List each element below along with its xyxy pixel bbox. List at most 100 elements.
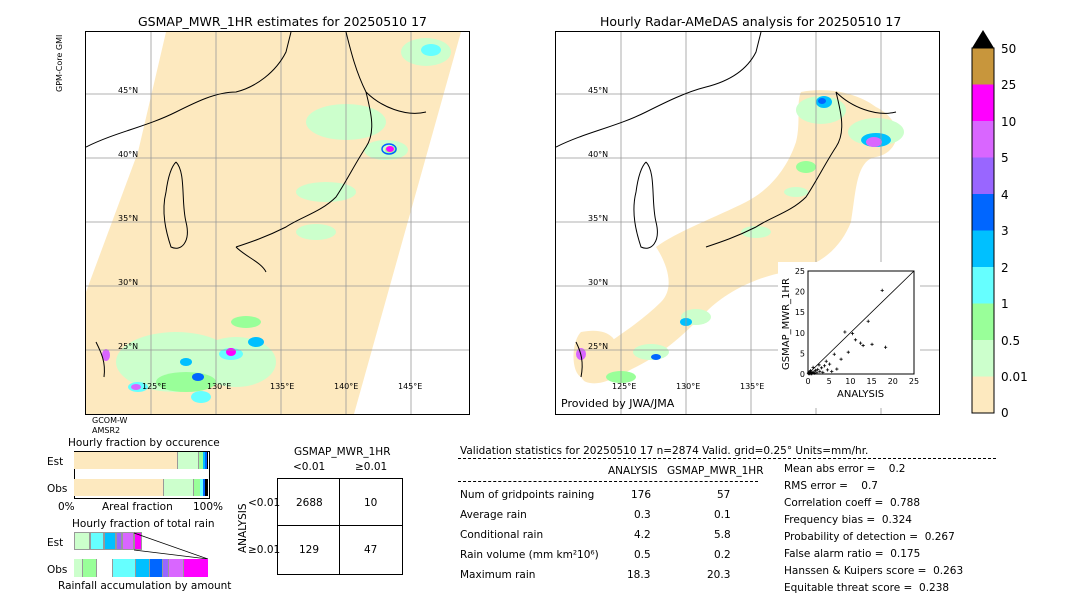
- validation-header: Validation statistics for 20250510 17 n=…: [460, 445, 869, 457]
- colorbar-label: 1: [1001, 297, 1009, 311]
- left-lat-label: 35°N: [118, 214, 139, 223]
- left-lat-label: 25°N: [118, 342, 139, 351]
- scatter-point: [883, 345, 888, 349]
- left-map: [85, 31, 470, 415]
- right-lat-label: 30°N: [588, 278, 609, 287]
- occurrence-obs-bar: [74, 479, 208, 496]
- colorbar-frame: [971, 47, 995, 414]
- scatter-point: [866, 319, 870, 323]
- scatter-point: [822, 364, 827, 368]
- scatter-point: [861, 343, 865, 348]
- scatter-point: [870, 342, 874, 346]
- left-map-canvas: [86, 32, 469, 414]
- scatter-xlabel: ANALYSIS: [837, 389, 885, 400]
- contingency-cell: 129: [299, 544, 320, 556]
- score-line: Equitable threat score = 0.238: [784, 582, 950, 594]
- colorbar-segment: [972, 376, 994, 413]
- left-lon-label: 125°E: [142, 382, 167, 391]
- left-map-sensor-bottom-1: GCOM-W: [92, 416, 128, 425]
- colorbar-label: 50: [1001, 42, 1017, 56]
- colorbar-segment: [972, 194, 994, 231]
- occurrence-est-bar: [74, 452, 208, 469]
- colorbar-segment: [972, 84, 994, 121]
- scatter-point: [815, 371, 819, 375]
- scatter-x-tick: 20: [888, 377, 898, 386]
- occurrence-x-left: 0%: [58, 501, 75, 513]
- contingency-cell: 2688: [296, 497, 323, 509]
- colorbar-extend-arrow: [972, 30, 994, 48]
- validation-row-gsmap: 57: [717, 489, 731, 501]
- total-rain-obs-bar: [74, 559, 209, 577]
- total-rain-connector: [133, 532, 208, 560]
- scatter-point: [818, 369, 822, 374]
- validation-row-analysis: 176: [631, 489, 652, 501]
- validation-row-label: Num of gridpoints raining: [460, 489, 595, 501]
- total-rain-obs-label: Obs: [47, 564, 68, 576]
- total-rain-est-bar: [74, 532, 208, 550]
- scatter-y-tick: 20: [795, 288, 805, 297]
- contingency-cell: 10: [364, 497, 378, 509]
- colorbar-segment: [972, 48, 994, 85]
- colorbar-label: 4: [1001, 188, 1009, 202]
- occurrence-x-mid: Areal fraction: [102, 501, 173, 513]
- scatter-ylabel: GSMAP_MWR_1HR: [781, 278, 792, 370]
- scatter-point: [807, 371, 811, 376]
- scatter-point: [835, 367, 839, 371]
- scatter-point: [821, 370, 825, 374]
- scatter-point: [839, 357, 843, 361]
- validation-row-gsmap: 20.3: [707, 569, 731, 581]
- colorbar-label: 0.5: [1001, 334, 1021, 348]
- right-lat-label: 25°N: [588, 342, 609, 351]
- validation-col-analysis: ANALYSIS: [608, 465, 658, 477]
- validation-row-analysis: 18.3: [627, 569, 651, 581]
- contingency-divider-h: [277, 525, 402, 526]
- occurrence-obs-label: Obs: [47, 483, 68, 495]
- left-lat-label: 30°N: [118, 278, 139, 287]
- colorbar-label: 0.01: [1001, 370, 1028, 384]
- score-line: False alarm ratio = 0.175: [784, 548, 921, 560]
- total-rain-footer: Rainfall accumulation by amount: [58, 580, 232, 592]
- validation-divider-top: [458, 458, 996, 459]
- validation-row-analysis: 0.5: [634, 549, 651, 561]
- occurrence-frame: [74, 451, 210, 499]
- colorbar-label: 2: [1001, 261, 1009, 275]
- right-lat-label: 40°N: [588, 150, 609, 159]
- contingency-col-lt: <0.01: [293, 461, 326, 473]
- scatter-point: [811, 365, 815, 370]
- right-lon-label: 125°E: [612, 382, 637, 391]
- scatter-point: [830, 369, 834, 374]
- scatter-point: [824, 359, 828, 363]
- scatter-diagonal: [807, 270, 915, 375]
- scatter-plot: 00 5 5 10 10 15 15 20 20 25 25: [795, 267, 919, 386]
- scatter-y-tick: 10: [795, 329, 805, 338]
- left-lon-label: 145°E: [398, 382, 423, 391]
- colorbar-label: 3: [1001, 224, 1009, 238]
- validation-row-label: Conditional rain: [460, 529, 544, 541]
- validation-row-label: Maximum rain: [460, 569, 536, 581]
- validation-row-label: Rain volume (mm km²10⁶): [460, 549, 599, 561]
- validation-divider-cols: [458, 481, 758, 482]
- scatter-point: [817, 363, 821, 367]
- right-map-rain-patches: [576, 96, 904, 383]
- score-line: Correlation coeff = 0.788: [784, 497, 920, 509]
- score-line: Frequency bias = 0.324: [784, 514, 912, 526]
- total-rain-title: Hourly fraction of total rain: [72, 518, 215, 530]
- scatter-y-tick: 5: [800, 349, 805, 358]
- contingency-row-ge: ≥0.01: [248, 544, 281, 556]
- scatter-point: [816, 367, 820, 372]
- scatter-point: [843, 330, 847, 334]
- score-line: RMS error = 0.7: [784, 480, 878, 492]
- validation-row-gsmap: 5.8: [714, 529, 731, 541]
- left-map-sensor-bottom-2: AMSR2: [92, 426, 121, 435]
- left-map-rain-patches: [102, 38, 451, 403]
- colorbar-segment: [972, 303, 994, 340]
- validation-row-gsmap: 0.2: [714, 549, 731, 561]
- scatter-x-tick: 25: [909, 377, 919, 386]
- scatter-y-tick: 25: [795, 267, 805, 276]
- scatter-x-tick: 0: [805, 377, 810, 386]
- left-map-title: GSMAP_MWR_1HR estimates for 20250510 17: [138, 14, 427, 29]
- score-line: Mean abs error = 0.2: [784, 463, 906, 475]
- scatter-point: [853, 338, 858, 342]
- validation-row-analysis: 0.3: [634, 509, 651, 521]
- right-map-credit: Provided by JWA/JMA: [561, 397, 675, 410]
